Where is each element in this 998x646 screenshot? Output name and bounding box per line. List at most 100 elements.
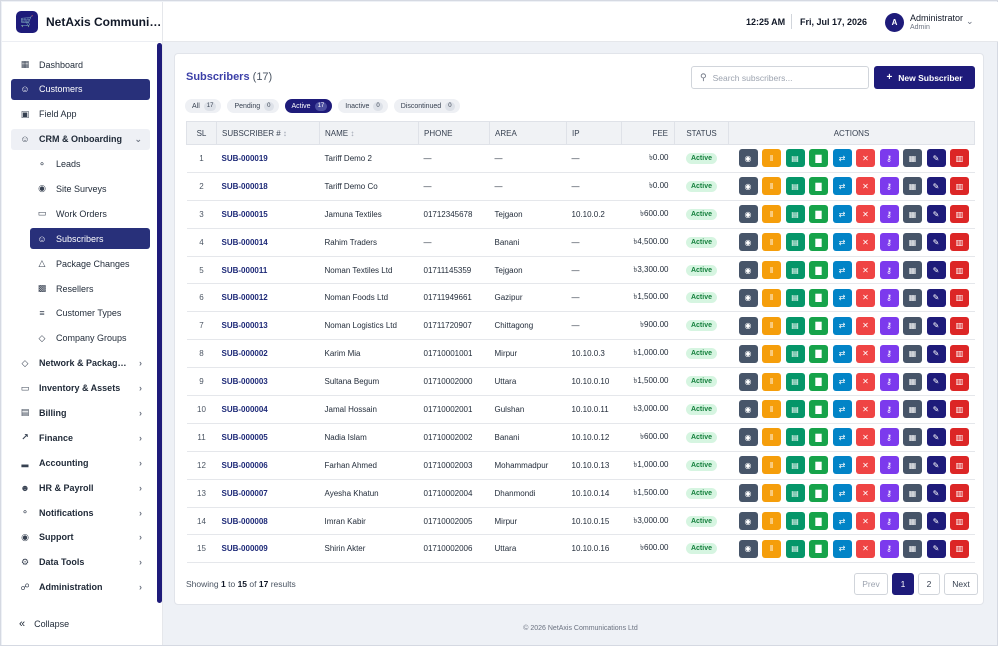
view-button[interactable]: ◉ [738, 372, 758, 391]
delete-button[interactable]: ▥ [950, 456, 969, 475]
document-button[interactable]: ▦ [903, 372, 922, 391]
delete-button[interactable]: ▥ [950, 400, 969, 419]
cell-subscriber[interactable]: SUB-000002 [216, 339, 320, 369]
sidebar-item-site-surveys[interactable]: ◉ Site Surveys [30, 178, 150, 199]
stats-button[interactable]: ▇ [809, 316, 828, 335]
stats-button[interactable]: ▇ [809, 456, 828, 475]
pause-button[interactable]: ‖ [762, 400, 781, 419]
sidebar-item-package-changes[interactable]: △ Package Changes [30, 253, 150, 274]
stats-button[interactable]: ▇ [809, 288, 828, 307]
stats-button[interactable]: ▇ [809, 344, 828, 363]
cell-subscriber[interactable]: SUB-000008 [216, 507, 320, 536]
disconnect-button[interactable]: ✕ [856, 177, 875, 196]
credentials-button[interactable]: ⚷ [879, 177, 899, 196]
search-input[interactable] [712, 72, 863, 83]
stats-button[interactable]: ▇ [809, 149, 828, 168]
pause-button[interactable]: ‖ [762, 288, 781, 307]
delete-button[interactable]: ▥ [950, 288, 969, 307]
edit-button[interactable]: ✎ [926, 512, 946, 531]
cell-subscriber[interactable]: SUB-000014 [216, 228, 320, 257]
sidebar-item-finance[interactable]: ↗ Finance › [11, 427, 150, 448]
delete-button[interactable]: ▥ [950, 539, 969, 558]
view-button[interactable]: ◉ [738, 233, 758, 252]
change-package-button[interactable]: ⇄ [832, 512, 852, 531]
credentials-button[interactable]: ⚷ [879, 372, 899, 391]
document-button[interactable]: ▦ [903, 539, 922, 558]
pause-button[interactable]: ‖ [762, 344, 781, 363]
next-page-button[interactable]: Next [944, 573, 978, 595]
credentials-button[interactable]: ⚷ [879, 456, 899, 475]
pause-button[interactable]: ‖ [762, 261, 781, 279]
disconnect-button[interactable]: ✕ [856, 344, 875, 363]
cell-subscriber[interactable]: SUB-000012 [216, 283, 320, 313]
stats-button[interactable]: ▇ [809, 205, 828, 224]
document-button[interactable]: ▦ [903, 261, 922, 279]
cell-subscriber[interactable]: SUB-000015 [216, 200, 320, 229]
change-package-button[interactable]: ⇄ [832, 316, 852, 335]
disconnect-button[interactable]: ✕ [856, 316, 875, 335]
delete-button[interactable]: ▥ [950, 428, 969, 447]
edit-button[interactable]: ✎ [926, 233, 946, 252]
col-subscriber[interactable]: SUBSCRIBER # ↕ [216, 121, 320, 145]
view-button[interactable]: ◉ [738, 316, 758, 335]
collapse-button[interactable]: « Collapse [19, 618, 69, 630]
change-package-button[interactable]: ⇄ [832, 288, 852, 307]
tab-inactive[interactable]: Inactive 0 [338, 99, 388, 113]
sidebar-item-hr-payroll[interactable]: ☻ HR & Payroll › [11, 477, 150, 498]
sidebar-item-customers[interactable]: ☺ Customers [11, 78, 150, 100]
sidebar-item-company-groups[interactable]: ◇ Company Groups [30, 328, 150, 349]
chevron-down-icon[interactable]: ⌄ [966, 16, 974, 26]
delete-button[interactable]: ▥ [950, 261, 969, 279]
sidebar-item-dashboard[interactable]: ▦ Dashboard [11, 54, 150, 75]
change-package-button[interactable]: ⇄ [832, 484, 852, 503]
new-subscriber-button[interactable]: + New Subscriber [874, 66, 975, 89]
credentials-button[interactable]: ⚷ [879, 261, 899, 279]
document-button[interactable]: ▦ [903, 205, 922, 224]
tab-pending[interactable]: Pending 0 [227, 99, 279, 113]
document-button[interactable]: ▦ [903, 512, 922, 531]
change-package-button[interactable]: ⇄ [832, 205, 852, 224]
sidebar-item-administration[interactable]: ☍ Administration › [11, 577, 150, 598]
disconnect-button[interactable]: ✕ [856, 400, 875, 419]
billing-button[interactable]: ▤ [785, 288, 805, 307]
pause-button[interactable]: ‖ [762, 316, 781, 335]
credentials-button[interactable]: ⚷ [879, 539, 899, 558]
prev-page-button[interactable]: Prev [854, 573, 888, 595]
stats-button[interactable]: ▇ [809, 539, 828, 558]
cell-subscriber[interactable]: SUB-000009 [216, 534, 320, 564]
edit-button[interactable]: ✎ [926, 288, 946, 307]
sidebar-item-work-orders[interactable]: ▭ Work Orders [30, 203, 150, 224]
pause-button[interactable]: ‖ [762, 233, 781, 252]
sidebar-item-leads[interactable]: ⚬ Leads [30, 154, 150, 175]
credentials-button[interactable]: ⚷ [879, 233, 899, 252]
delete-button[interactable]: ▥ [950, 233, 969, 252]
edit-button[interactable]: ✎ [926, 149, 946, 168]
cell-subscriber[interactable]: SUB-000019 [216, 144, 320, 173]
sidebar-item-notifications[interactable]: ⚬ Notifications › [11, 502, 150, 523]
disconnect-button[interactable]: ✕ [856, 428, 875, 447]
stats-button[interactable]: ▇ [809, 261, 828, 279]
cell-subscriber[interactable]: SUB-000007 [216, 479, 320, 508]
document-button[interactable]: ▦ [903, 484, 922, 503]
billing-button[interactable]: ▤ [785, 316, 805, 335]
billing-button[interactable]: ▤ [785, 177, 805, 196]
pause-button[interactable]: ‖ [762, 512, 781, 531]
pause-button[interactable]: ‖ [762, 456, 781, 475]
sidebar-item-customer-types[interactable]: ≡ Customer Types [30, 303, 150, 324]
edit-button[interactable]: ✎ [926, 177, 946, 196]
billing-button[interactable]: ▤ [785, 512, 805, 531]
change-package-button[interactable]: ⇄ [832, 344, 852, 363]
disconnect-button[interactable]: ✕ [856, 233, 875, 252]
document-button[interactable]: ▦ [903, 344, 922, 363]
change-package-button[interactable]: ⇄ [832, 177, 852, 196]
document-button[interactable]: ▦ [903, 316, 922, 335]
change-package-button[interactable]: ⇄ [832, 539, 852, 558]
page-1-button[interactable]: 1 [892, 573, 914, 595]
pause-button[interactable]: ‖ [762, 539, 781, 558]
credentials-button[interactable]: ⚷ [879, 400, 899, 419]
change-package-button[interactable]: ⇄ [832, 261, 852, 279]
billing-button[interactable]: ▤ [785, 372, 805, 391]
view-button[interactable]: ◉ [738, 344, 758, 363]
credentials-button[interactable]: ⚷ [879, 484, 899, 503]
delete-button[interactable]: ▥ [950, 512, 969, 531]
